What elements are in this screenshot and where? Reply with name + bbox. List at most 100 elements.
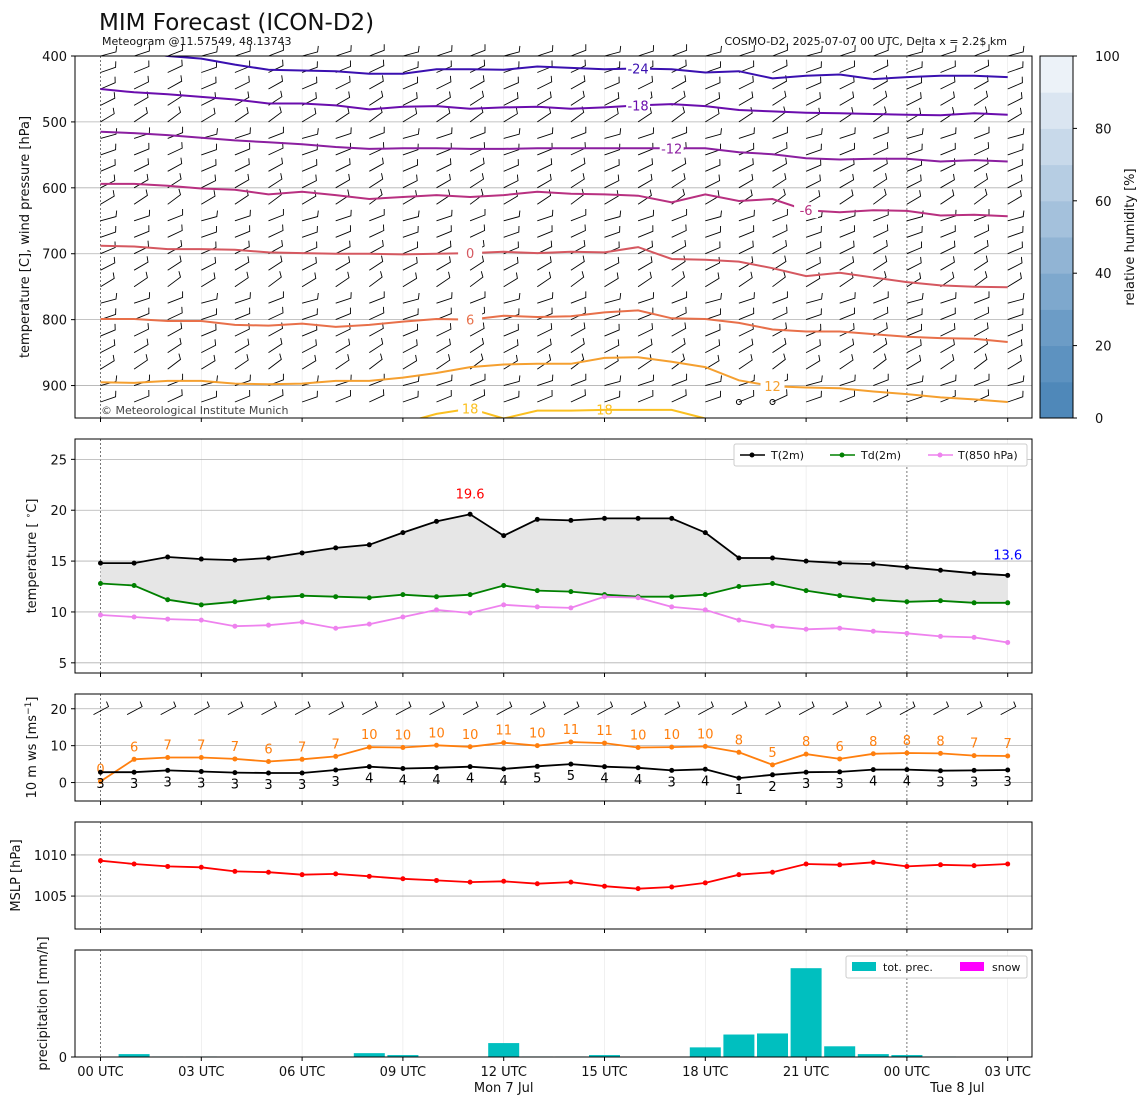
wind-barb <box>268 224 284 238</box>
wind-barb <box>772 337 787 353</box>
wind-barb <box>537 323 553 337</box>
wind-barb <box>469 337 485 353</box>
isotherm-line <box>161 56 1008 81</box>
wind-barb <box>973 142 990 156</box>
wind-barb <box>100 339 116 354</box>
point-gust <box>736 749 742 755</box>
point-speed <box>333 767 339 773</box>
wind-barb <box>201 174 217 189</box>
surface-wind-barb <box>194 701 210 716</box>
surface-wind-barb <box>765 701 782 716</box>
wind-barb <box>940 45 957 57</box>
wind-barb <box>805 190 821 205</box>
point-speed <box>299 770 305 776</box>
point-t850 <box>434 607 439 613</box>
wind-barb <box>503 323 519 337</box>
point-speed <box>400 766 406 772</box>
wind-barb <box>335 60 351 73</box>
wind-barb <box>369 240 384 255</box>
wind-barb <box>301 159 318 172</box>
wind-barb <box>167 188 182 205</box>
wind-barb <box>671 373 688 387</box>
wind-barb <box>100 272 115 288</box>
point-t2m <box>904 564 910 570</box>
bar-tot-prec <box>353 1053 385 1057</box>
point-t850 <box>366 621 372 627</box>
wind-barb <box>301 107 317 123</box>
data-label-gust: 11 <box>495 724 512 739</box>
surface-wind-barb <box>261 701 278 716</box>
wind-barb <box>201 339 217 354</box>
wind-barb <box>503 354 518 370</box>
wind-barb <box>604 61 621 73</box>
wind-barb <box>436 75 452 90</box>
wind-barb <box>301 292 319 304</box>
legend-snow-swatch <box>960 962 984 971</box>
point-t850 <box>736 617 742 623</box>
point-gust <box>1005 753 1011 759</box>
wind-barb <box>906 241 923 255</box>
wind-barb <box>436 225 452 238</box>
wind-barb <box>805 76 822 90</box>
wind-barb <box>167 306 183 321</box>
wind-barb <box>167 106 182 123</box>
wind-barb <box>503 390 520 403</box>
point-td2m <box>1005 600 1011 606</box>
point-t850 <box>198 617 204 623</box>
mslp-ytick-label: 1010 <box>34 849 67 864</box>
wind-barb <box>873 255 888 271</box>
wind-barb <box>503 339 519 354</box>
wind-barb <box>100 45 118 57</box>
wind-barb <box>469 126 486 139</box>
wind-barb <box>100 323 116 337</box>
temperature-ytick-label: 10 <box>50 606 67 621</box>
wind-barb <box>839 292 856 304</box>
point-td2m <box>904 599 910 605</box>
point-t2m <box>938 567 943 573</box>
wind-barb <box>839 45 856 57</box>
point-mslp <box>501 878 507 884</box>
wind-barb <box>738 173 754 189</box>
wind-barb <box>738 271 753 288</box>
data-label-gust: 10 <box>361 728 378 743</box>
wind-barb <box>839 374 856 387</box>
series-line-speed <box>100 763 1008 780</box>
wind-barb <box>100 256 116 271</box>
wind-barb <box>671 255 686 271</box>
wind-barb <box>201 210 218 222</box>
wind-barb <box>973 322 989 337</box>
wind-barb <box>436 173 451 189</box>
wind-barb <box>469 224 486 238</box>
surface-wind-barb <box>530 701 546 716</box>
wind-barb <box>234 173 250 189</box>
point-speed <box>266 770 271 776</box>
legend-t850-label: T(850 hPa) <box>957 449 1018 462</box>
wind-barb <box>469 44 486 57</box>
wind-barb <box>234 389 251 403</box>
data-label-gust: 10 <box>697 727 714 742</box>
wind-barb <box>705 308 722 321</box>
bar-tot-prec <box>387 1055 419 1057</box>
x-tick-label: 00 UTC <box>884 1065 930 1080</box>
wind-barb <box>503 272 518 288</box>
wind-barb <box>637 127 655 139</box>
wind-barb <box>268 126 284 139</box>
surface-wind-barb <box>93 701 110 716</box>
x-tick-label: 18 UTC <box>682 1065 728 1080</box>
wind-barb <box>1007 225 1024 238</box>
surface-wind-barb <box>1000 701 1017 716</box>
wind-barb <box>201 354 216 370</box>
point-td2m <box>938 598 943 604</box>
point-speed <box>131 769 137 775</box>
isotherm-label-bg <box>794 202 819 219</box>
isotherm-label-bg <box>458 245 483 262</box>
wind-barb <box>604 339 620 354</box>
wind-barb <box>772 353 786 370</box>
wind-barb <box>839 142 855 156</box>
wind-barb <box>637 75 653 90</box>
wind-barb <box>570 44 587 57</box>
point-td2m <box>266 595 271 601</box>
data-label-speed: 3 <box>197 776 205 791</box>
